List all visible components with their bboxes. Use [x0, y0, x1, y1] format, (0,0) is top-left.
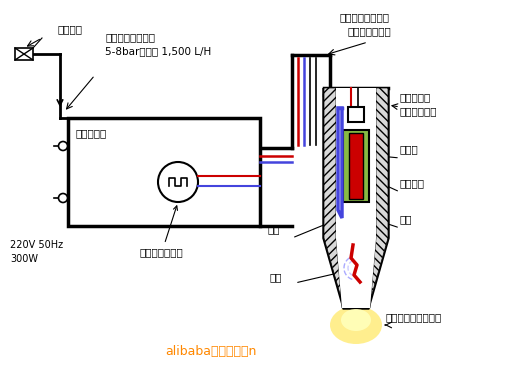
Text: 绝缘体: 绝缘体 — [400, 144, 419, 154]
Text: 300W: 300W — [10, 254, 38, 264]
Polygon shape — [336, 88, 376, 308]
Text: 气流: 气流 — [400, 214, 412, 224]
Text: 大气等离子: 大气等离子 — [400, 92, 431, 102]
Text: 有效等离子处理区域: 有效等离子处理区域 — [385, 312, 441, 322]
Bar — [349, 133, 363, 199]
Bar — [343, 130, 369, 202]
Text: 气体控制阀: 气体控制阀 — [76, 128, 107, 138]
Text: 气体供应: 气体供应 — [58, 24, 83, 34]
Text: 气路: 气路 — [268, 224, 280, 234]
Text: 中枢电极: 中枢电极 — [400, 178, 425, 188]
Bar — [68, 118, 260, 226]
Bar — [15, 48, 33, 60]
Text: 220V 50Hz: 220V 50Hz — [10, 240, 63, 250]
Text: 电弧: 电弧 — [270, 272, 282, 282]
Text: 高压射频发生器: 高压射频发生器 — [140, 206, 184, 257]
Text: 喷头（负极）: 喷头（负极） — [400, 106, 437, 116]
Circle shape — [58, 141, 68, 151]
Text: alibaba活性气流束n: alibaba活性气流束n — [165, 345, 256, 358]
Text: 气路和射频电源线: 气路和射频电源线 — [340, 12, 390, 22]
Ellipse shape — [330, 306, 382, 344]
Bar — [348, 107, 364, 122]
Polygon shape — [368, 88, 388, 308]
Text: 干燥无油压缩空气: 干燥无油压缩空气 — [105, 32, 155, 42]
Polygon shape — [324, 88, 344, 308]
Ellipse shape — [341, 309, 371, 331]
Text: 包含在柔性管里: 包含在柔性管里 — [348, 26, 392, 36]
Text: 5-8bar，最大 1,500 L/H: 5-8bar，最大 1,500 L/H — [105, 46, 211, 56]
Circle shape — [158, 162, 198, 202]
Circle shape — [58, 194, 68, 202]
